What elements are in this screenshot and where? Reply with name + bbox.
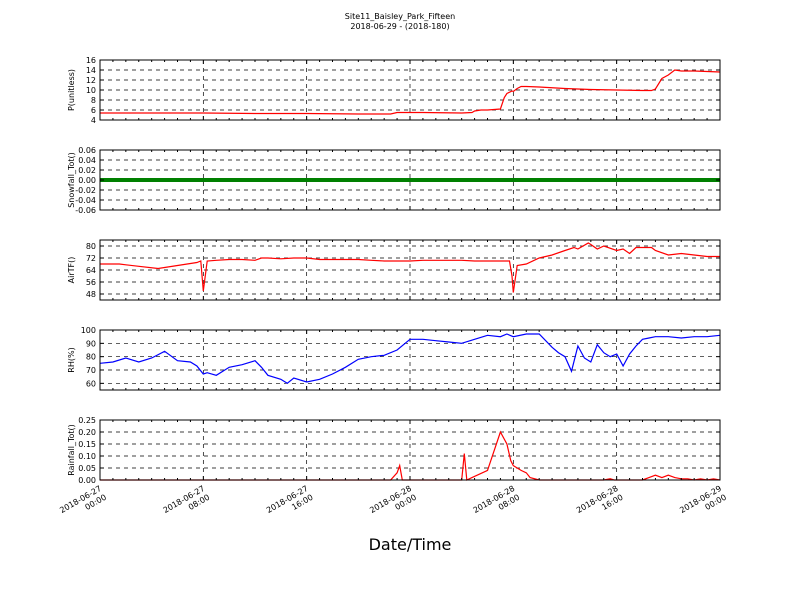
y-tick-label: 0.10 (78, 452, 96, 461)
x-tick-label: 2018-06-2708:00 (162, 484, 212, 524)
y-tick-label: 0.15 (78, 440, 96, 449)
x-tick-label: 2018-06-2816:00 (575, 484, 625, 524)
subplot-2: -0.06-0.04-0.020.000.020.040.06Snowfall_… (67, 146, 721, 215)
y-tick-label: 0.00 (78, 476, 96, 485)
y-tick-label: 4 (91, 116, 96, 125)
chart-title: Site11_Baisley_Park_Fifteen (345, 12, 455, 21)
x-tick-label: 2018-06-2700:00 (58, 484, 108, 524)
x-tick-label: 2018-06-2808:00 (472, 484, 522, 524)
y-tick-label: 56 (86, 278, 96, 287)
y-axis-label: RH(%) (67, 347, 76, 372)
series-line (100, 69, 721, 115)
y-tick-label: 0.02 (78, 166, 96, 175)
y-tick-label: 12 (86, 76, 96, 85)
y-tick-label: 72 (86, 254, 96, 263)
y-axis-label: AirTF() (67, 257, 76, 284)
y-axis-label: Rainfall_Tot() (67, 424, 76, 476)
y-tick-label: 0.04 (78, 156, 96, 165)
series-line (99, 333, 721, 385)
y-tick-label: 64 (86, 266, 96, 275)
y-tick-label: 0.05 (78, 464, 96, 473)
y-axis-label: Snowfall_Tot() (67, 152, 76, 208)
y-tick-label: 70 (86, 366, 96, 375)
y-tick-label: 0.25 (78, 416, 96, 425)
y-axis-label: P(unitless) (67, 69, 76, 111)
x-tick-label: 2018-06-2800:00 (368, 484, 418, 524)
y-tick-label: 8 (91, 96, 96, 105)
subplot-4: 60 70 80 90 100 RH(%) (67, 326, 721, 391)
y-tick-label: -0.06 (75, 206, 96, 215)
y-tick-label: 10 (86, 86, 96, 95)
x-tick-label: 2018-06-2716:00 (265, 484, 315, 524)
y-tick-label: 80 (86, 353, 96, 362)
x-tick-label: 2018-06-2900:00 (678, 484, 728, 524)
y-tick-label: 0.20 (78, 428, 96, 437)
y-tick-label: 14 (86, 66, 96, 75)
chart-subtitle: 2018-06-29 - (2018-180) (350, 22, 449, 31)
y-tick-label: 6 (91, 106, 96, 115)
y-tick-label: 0.06 (78, 146, 96, 155)
y-tick-label: 90 (86, 339, 96, 348)
x-axis-label: Date/Time (369, 535, 452, 554)
y-tick-label: 48 (86, 290, 96, 299)
y-tick-label: -0.04 (75, 196, 96, 205)
y-tick-label: 0.00 (78, 176, 96, 185)
subplot-3: 48 56 64 72 80 AirTF() (67, 239, 721, 301)
y-tick-label: -0.02 (75, 186, 96, 195)
y-tick-label: 16 (86, 56, 96, 65)
y-tick-label: 60 (86, 379, 96, 388)
y-tick-label: 80 (86, 242, 96, 251)
series-line (100, 242, 720, 293)
y-tick-label: 100 (81, 326, 96, 335)
